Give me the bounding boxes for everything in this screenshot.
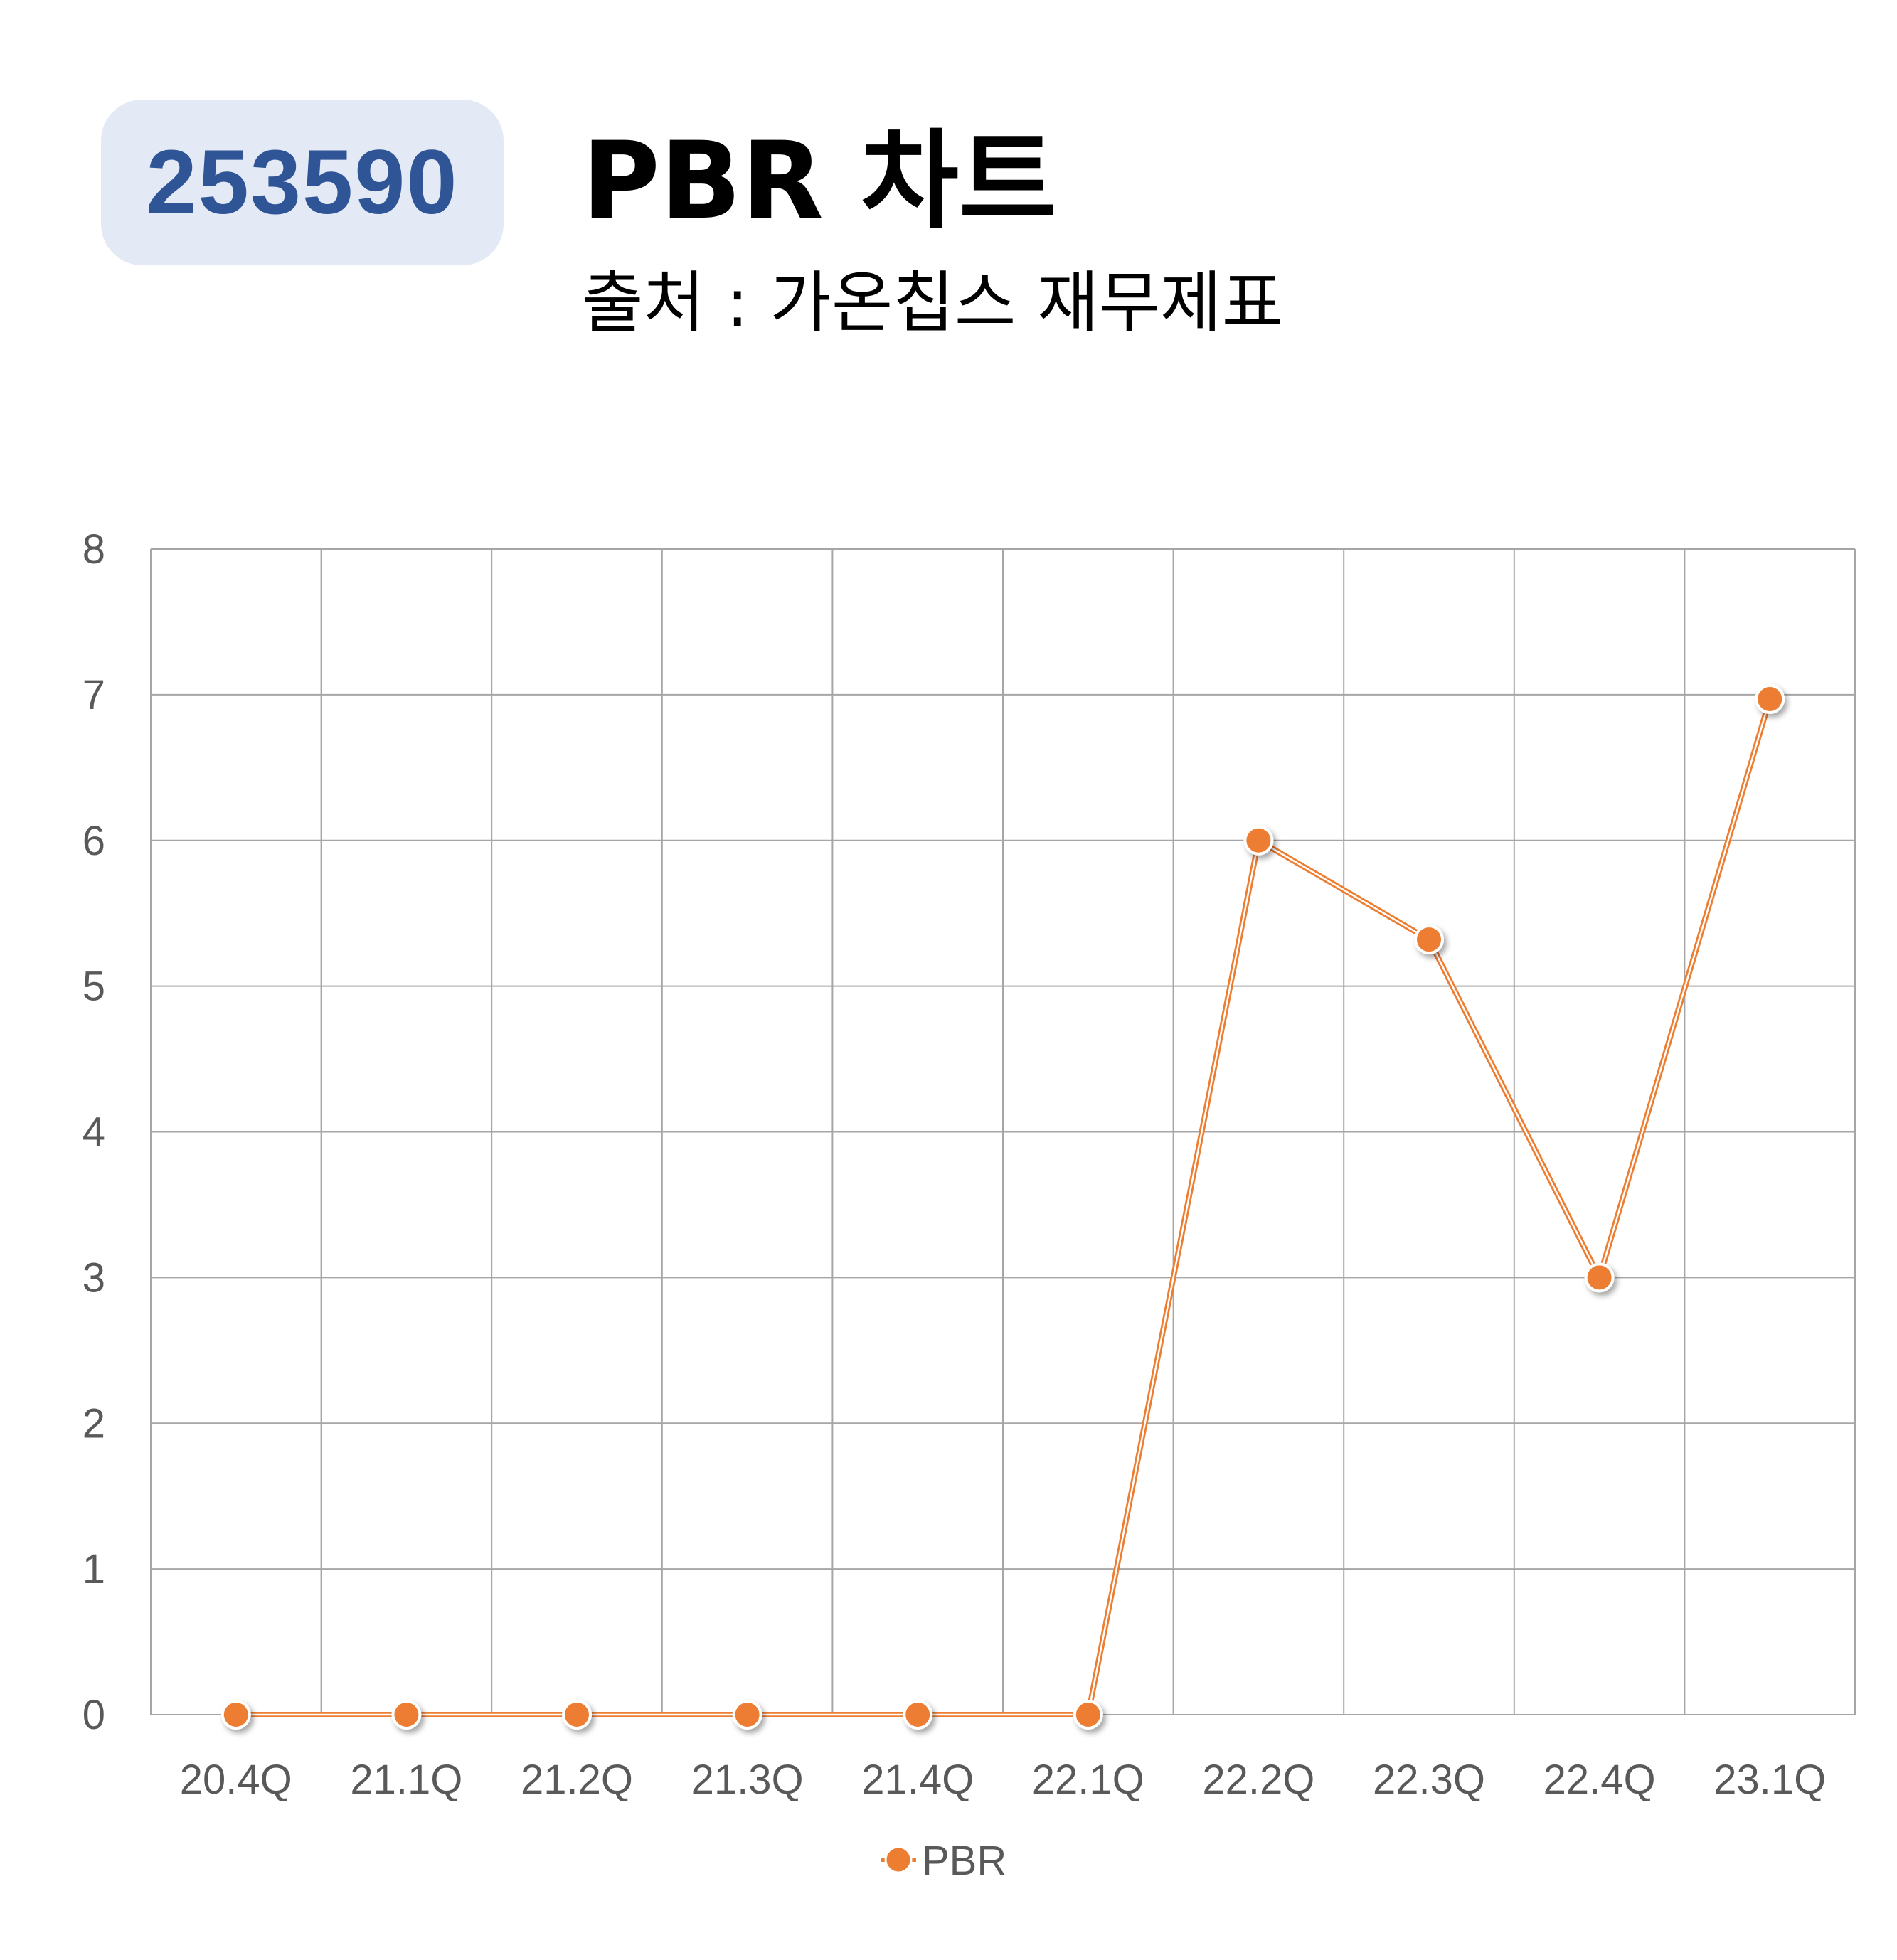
x-tick-label: 22.1Q [1032, 1757, 1144, 1803]
data-point [220, 1700, 251, 1730]
y-tick-label: 5 [83, 964, 105, 1010]
x-tick-label: 21.3Q [691, 1757, 804, 1803]
y-tick-label: 7 [83, 672, 105, 718]
data-point [903, 1700, 933, 1730]
data-point [391, 1700, 422, 1730]
x-tick-label: 21.2Q [521, 1757, 633, 1803]
legend-swatch-marker [884, 1846, 913, 1874]
data-point [562, 1700, 592, 1730]
y-tick-label: 1 [83, 1546, 105, 1592]
y-axis-ticks: 0 1 2 3 4 5 6 7 8 [83, 526, 105, 1738]
x-axis-ticks: 20.4Q 21.1Q 21.2Q 21.3Q 21.4Q 22.1Q 22.2Q 22.3Q… [180, 1757, 1826, 1803]
x-tick-label: 22.3Q [1373, 1757, 1485, 1803]
x-tick-label: 21.1Q [350, 1757, 462, 1803]
chart-legend: PBR [881, 1838, 1006, 1884]
data-point [1414, 925, 1444, 955]
chart-grid [150, 548, 1856, 1715]
data-point [732, 1700, 762, 1730]
page-title: PBR 차트 [582, 119, 1057, 243]
x-tick-label: 20.4Q [180, 1757, 292, 1803]
data-point [1584, 1262, 1615, 1293]
y-tick-label: 6 [83, 818, 105, 864]
x-tick-label: 23.1Q [1713, 1757, 1826, 1803]
series-pbr [220, 684, 1785, 1730]
y-tick-label: 8 [83, 526, 105, 572]
y-tick-label: 4 [83, 1109, 105, 1156]
series-line-inner [235, 698, 1771, 1716]
legend-label: PBR [922, 1838, 1006, 1884]
x-tick-label: 22.4Q [1543, 1757, 1656, 1803]
y-tick-label: 0 [83, 1692, 105, 1738]
stock-code: 253590 [146, 132, 459, 233]
data-point [1755, 684, 1785, 715]
x-tick-label: 21.4Q [861, 1757, 974, 1803]
x-tick-label: 22.2Q [1202, 1757, 1314, 1803]
stock-code-badge: 253590 [101, 100, 504, 265]
y-tick-label: 3 [83, 1255, 105, 1301]
data-point [1243, 825, 1274, 856]
page-subtitle: 출처 : 가온칩스 재무제표 [582, 265, 1284, 342]
data-point [1073, 1700, 1103, 1730]
y-tick-label: 2 [83, 1400, 105, 1447]
